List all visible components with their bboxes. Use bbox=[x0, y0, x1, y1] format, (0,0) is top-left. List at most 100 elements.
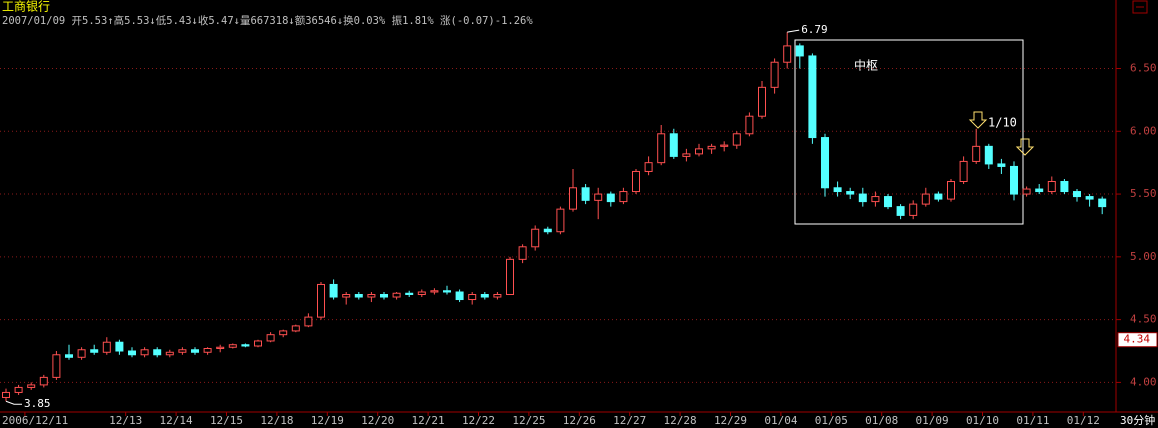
x-tick-label: 12/15 bbox=[210, 414, 243, 427]
candle-body bbox=[329, 283, 338, 298]
candle-body bbox=[846, 191, 855, 195]
price-tag-label: 4.34 bbox=[1124, 333, 1151, 346]
candle-body bbox=[821, 137, 829, 189]
period-label: 30分钟 bbox=[1120, 413, 1155, 427]
candle-body bbox=[102, 341, 111, 353]
candle-body bbox=[997, 163, 1006, 167]
candle-body bbox=[594, 193, 603, 201]
low-marker-line bbox=[5, 400, 22, 405]
candle-body bbox=[128, 350, 136, 356]
candle-body bbox=[808, 55, 817, 139]
x-tick-label: 12/29 bbox=[714, 414, 747, 427]
candle-body bbox=[758, 86, 766, 117]
y-tick-label: 4.50 bbox=[1130, 313, 1157, 326]
x-tick-label: 2006/12/11 bbox=[2, 414, 68, 427]
y-tick-label: 6.50 bbox=[1130, 62, 1157, 75]
window-icon[interactable] bbox=[1132, 0, 1148, 14]
candle-body bbox=[909, 203, 918, 216]
candle-body bbox=[745, 115, 754, 135]
candle-body bbox=[279, 330, 288, 336]
candle-body bbox=[455, 291, 464, 301]
x-tick-label: 12/26 bbox=[563, 414, 596, 427]
candle-body bbox=[720, 144, 729, 147]
high-marker: 6.79 bbox=[801, 23, 828, 36]
candle-body bbox=[1085, 196, 1094, 200]
candle-body bbox=[266, 334, 275, 342]
x-tick-label: 01/11 bbox=[1016, 414, 1049, 427]
y-tick-label: 6.00 bbox=[1130, 124, 1157, 137]
price-tag bbox=[1117, 332, 1158, 348]
candle-body bbox=[1035, 188, 1044, 193]
stock-title: 工商银行 bbox=[2, 0, 50, 14]
candle-body bbox=[27, 384, 36, 388]
candle-body bbox=[254, 340, 262, 347]
candle-body bbox=[140, 349, 149, 356]
candle-body bbox=[1010, 165, 1018, 195]
x-tick-label: 01/09 bbox=[916, 414, 949, 427]
candle-body bbox=[657, 133, 666, 164]
x-tick-label: 01/05 bbox=[815, 414, 848, 427]
candle-body bbox=[833, 187, 842, 193]
candle-body bbox=[14, 386, 23, 393]
candle-body bbox=[858, 193, 867, 203]
candle-body bbox=[153, 349, 162, 356]
candle-body bbox=[619, 191, 628, 203]
candle-body bbox=[556, 208, 565, 233]
x-tick-label: 12/19 bbox=[311, 414, 344, 427]
candle-body bbox=[317, 283, 325, 318]
candle-body bbox=[304, 316, 313, 327]
x-tick-label: 01/04 bbox=[764, 414, 797, 427]
note-arrow bbox=[968, 111, 988, 129]
x-tick-label: 12/25 bbox=[512, 414, 545, 427]
candle-body bbox=[2, 391, 10, 398]
candle-body bbox=[291, 325, 300, 332]
x-tick-label: 12/13 bbox=[109, 414, 142, 427]
candle-body bbox=[783, 45, 792, 63]
candle-body bbox=[1098, 198, 1107, 208]
candle-body bbox=[543, 228, 552, 233]
candle-body bbox=[52, 354, 61, 378]
x-tick-label: 12/20 bbox=[361, 414, 394, 427]
candle-body bbox=[896, 206, 905, 216]
candle-body bbox=[228, 344, 237, 348]
candle-body bbox=[506, 258, 514, 296]
candle-body bbox=[443, 290, 451, 293]
candle-body bbox=[405, 292, 414, 296]
candle-body bbox=[216, 346, 225, 349]
y-tick-label: 5.50 bbox=[1130, 187, 1157, 200]
candle-body bbox=[178, 349, 187, 353]
candle-body bbox=[959, 160, 968, 183]
x-tick-label: 12/28 bbox=[664, 414, 697, 427]
candle-body bbox=[984, 145, 993, 165]
candle-body bbox=[934, 193, 943, 200]
candle-body bbox=[354, 294, 363, 298]
x-tick-label: 12/18 bbox=[260, 414, 293, 427]
candle-body bbox=[921, 193, 930, 205]
candle-body bbox=[380, 294, 388, 298]
candle-body bbox=[203, 347, 212, 353]
candle-body bbox=[884, 196, 892, 208]
candle-body bbox=[493, 294, 502, 298]
x-tick-label: 01/10 bbox=[966, 414, 999, 427]
candle-body bbox=[90, 349, 99, 353]
candle-body bbox=[632, 170, 640, 193]
candle-body bbox=[644, 162, 653, 172]
candle-body bbox=[695, 148, 703, 155]
x-tick-label: 01/08 bbox=[865, 414, 898, 427]
candle-body bbox=[1073, 191, 1081, 198]
x-tick-label: 12/22 bbox=[462, 414, 495, 427]
candle-body bbox=[871, 196, 880, 203]
candle-body bbox=[241, 344, 250, 347]
x-tick-label: 12/21 bbox=[412, 414, 445, 427]
candle-body bbox=[581, 187, 590, 201]
candle-body bbox=[531, 228, 540, 248]
candle-body bbox=[65, 354, 73, 358]
candle-body bbox=[732, 133, 741, 146]
high-marker-line bbox=[787, 29, 800, 33]
y-tick-label: 5.00 bbox=[1130, 250, 1157, 263]
zone-box bbox=[794, 39, 1024, 225]
candle-body bbox=[795, 45, 804, 57]
candle-body bbox=[417, 291, 426, 296]
y-tick-label: 4.00 bbox=[1130, 375, 1157, 388]
